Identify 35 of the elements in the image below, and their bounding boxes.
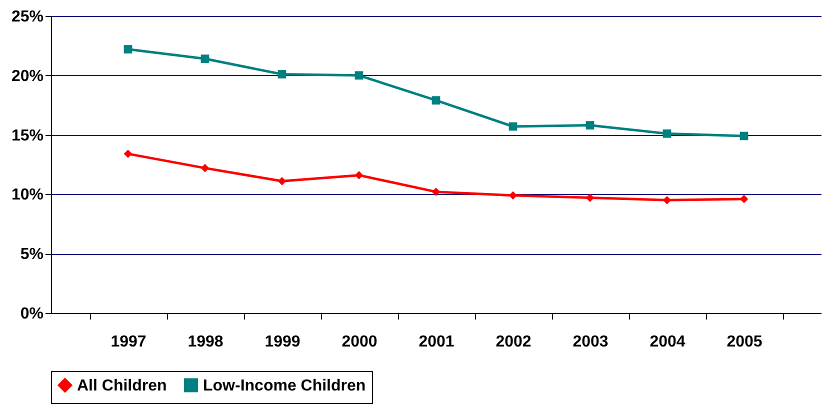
x-tick-label: 1997 [110,334,146,350]
y-tick-label: 10% [11,186,44,204]
point [740,132,748,140]
point [432,188,440,196]
y-tick-label: 5% [20,246,44,264]
x-tick-label: 2001 [418,334,454,350]
legend-label: All Children [77,377,167,394]
point [278,70,286,78]
point [508,122,518,131]
point [508,191,518,200]
point [586,121,594,130]
y-tick-label: 0% [20,306,44,322]
y-tick-label: 15% [11,127,44,144]
y-tick-label: 20% [11,68,44,85]
x-tick-label: 2003 [572,334,608,350]
point [662,196,672,204]
x-tick-label: 2004 [650,334,686,350]
x-tick-label: 2005 [726,334,762,350]
y-tick-label: 25% [11,8,44,26]
point [200,164,210,172]
point [586,194,594,202]
point [200,54,210,63]
legend-label: Low-Income Children [203,377,366,394]
point [354,71,364,80]
point [432,96,440,105]
point [740,194,748,204]
point [662,129,672,138]
point [124,150,132,158]
point [354,171,364,180]
x-tick-label: 2000 [342,334,378,350]
x-tick-label: 1998 [188,334,224,350]
x-tick-label: 1999 [264,334,300,350]
point [278,176,286,186]
point [124,45,132,54]
x-tick-label: 2002 [496,334,532,350]
